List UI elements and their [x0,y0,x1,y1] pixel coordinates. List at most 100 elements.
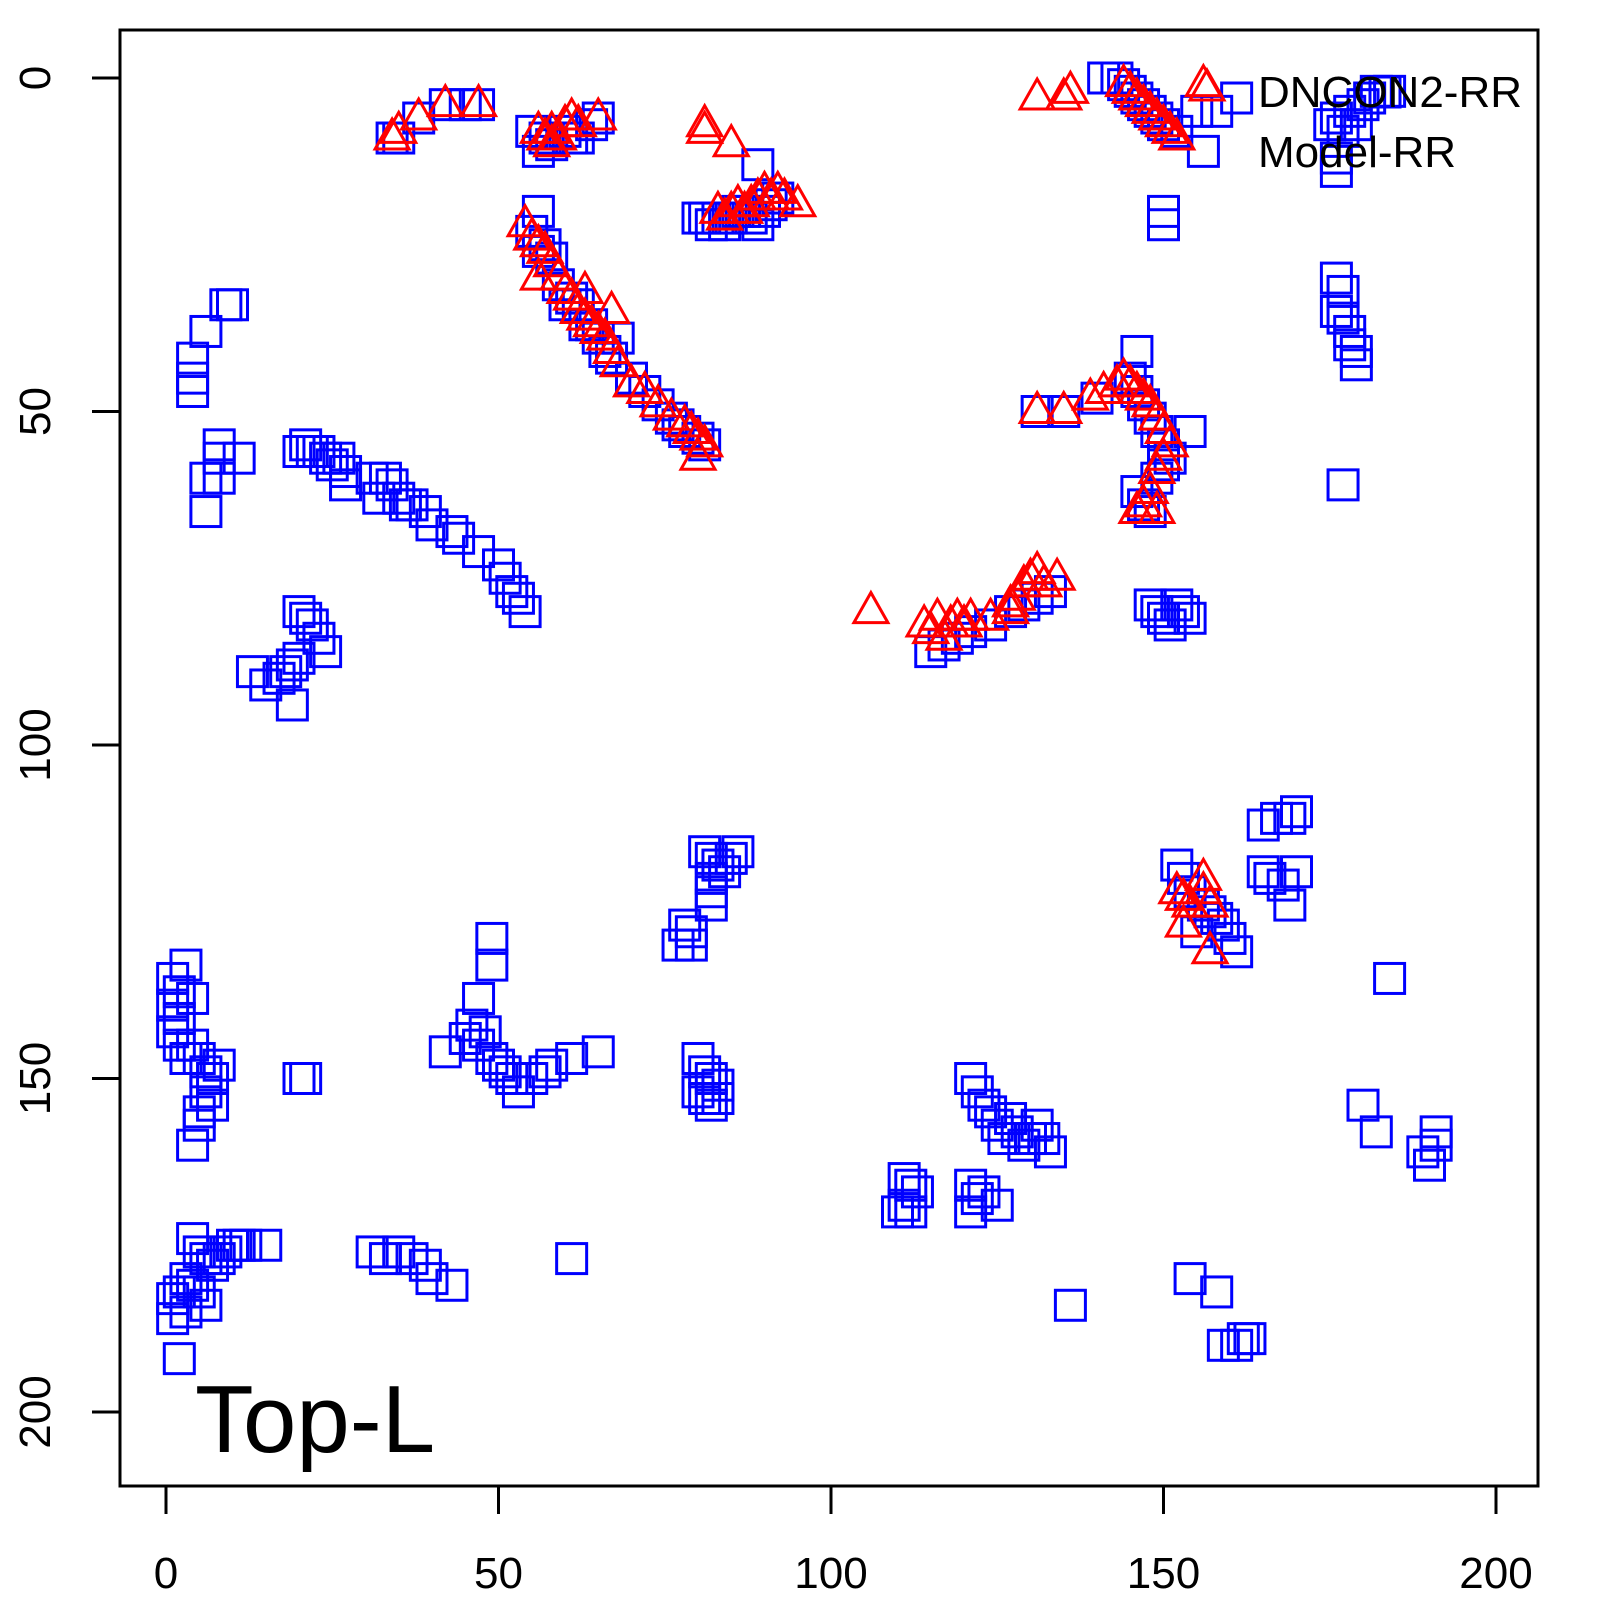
model-rr-point [694,841,728,875]
model-rr-point [1160,588,1194,622]
model-rr-point [182,1275,216,1309]
model-rr-point [282,595,316,629]
model-rr-point [162,1001,196,1035]
model-rr-point [462,88,496,122]
dncon2-rr-point [1037,556,1077,591]
dncon2-rr-point [1024,562,1064,598]
dncon2-rr-point [532,109,572,144]
model-rr-point [528,1055,562,1089]
model-rr-point [455,1008,489,1042]
model-rr-point [375,468,409,502]
model-rr-point [495,575,529,609]
x-axis: 0 50 100 150 200 [154,1484,1533,1598]
dncon2-rr-point [425,82,465,118]
dncon2-rr-point [851,589,891,625]
model-rr-point [555,1242,589,1276]
model-rr-point [1280,795,1313,829]
model-rr-points [156,61,1453,1376]
dncon2-rr-point [532,122,572,158]
model-rr-point [1319,101,1353,135]
model-rr-point [282,1062,316,1095]
model-rr-point [428,1035,462,1069]
dncon2-rr-point [671,409,711,445]
model-rr-point [156,988,190,1022]
dncon2-rr-point [558,289,598,324]
model-rr-point [515,1062,549,1095]
model-rr-point [169,1262,203,1296]
model-rr-point [701,1082,735,1116]
dncon2-rr-point [1123,376,1164,411]
dncon2-rr-point [778,182,818,218]
model-rr-point [156,961,190,995]
model-rr-point [501,581,535,615]
model-rr-point [974,1095,1008,1129]
model-rr-point [1160,848,1194,882]
model-rr-point [302,621,336,655]
dncon2-rr-point [1110,69,1150,104]
dncon2-rr-point [1044,75,1084,111]
x-tick-label: 0 [154,1549,178,1598]
model-rr-point [182,1108,216,1142]
dncon2-rr-point [625,369,665,404]
dncon2-rr-point [1084,369,1124,404]
model-rr-point [176,1028,210,1062]
model-rr-point [1147,194,1180,228]
model-rr-point [1153,608,1187,642]
model-rr-point [482,548,515,582]
model-rr-point [900,1175,934,1209]
model-rr-point [428,88,462,122]
model-rr-point [960,1182,994,1216]
model-rr-point [688,835,722,869]
model-rr-point [408,1248,442,1282]
model-rr-point [1166,595,1200,629]
model-rr-point [1007,1128,1041,1162]
model-rr-point [462,981,496,1015]
dncon2-rr-point [990,582,1031,618]
model-rr-point [1333,328,1367,362]
model-rr-point [881,1195,914,1229]
dncon2-rr-point [665,402,705,438]
model-rr-point [448,1021,482,1055]
model-rr-point [980,1188,1014,1222]
model-rr-point [967,1088,1001,1122]
model-rr-point [329,468,363,502]
model-rr-point [1373,961,1407,995]
dncon2-rr-point [678,416,718,451]
model-rr-point [189,495,223,529]
model-rr-point [162,1342,196,1376]
model-rr-point [196,1088,230,1122]
model-rr-point [1173,601,1207,635]
dncon2-rr-point [904,602,944,638]
model-rr-point [249,668,283,702]
model-rr-point [395,488,429,522]
model-rr-point [235,655,269,689]
model-rr-point [176,1128,210,1162]
model-rr-point [1319,261,1353,295]
dncon2-rr-point [598,342,638,378]
model-rr-point [209,1235,243,1269]
dncon2-rr-point [685,109,725,144]
model-rr-point [182,1041,216,1075]
model-rr-point [1273,801,1307,835]
model-rr-point [269,655,303,689]
model-rr-point [887,1162,921,1196]
model-rr-point [1326,301,1360,335]
dncon2-rr-point [1104,356,1144,391]
dncon2-rr-point [711,122,751,158]
model-rr-point [1033,1135,1067,1169]
model-rr-point [515,114,549,148]
model-rr-point [980,1108,1014,1142]
model-rr-point [196,1248,230,1282]
model-rr-point [202,1048,236,1082]
model-rr-point [322,441,356,475]
model-rr-point [694,888,728,922]
model-rr-point [1319,294,1353,328]
dncon2-rr-point [1050,69,1090,104]
dncon2-rr-point [1190,883,1230,918]
dncon2-rr-point [1137,95,1177,131]
dncon2-rr-point [1183,62,1223,98]
dncon2-rr-point [565,296,605,331]
model-rr-point [475,948,509,982]
model-rr-point [1333,94,1367,128]
y-axis: 0 50 100 150 200 [11,66,122,1449]
